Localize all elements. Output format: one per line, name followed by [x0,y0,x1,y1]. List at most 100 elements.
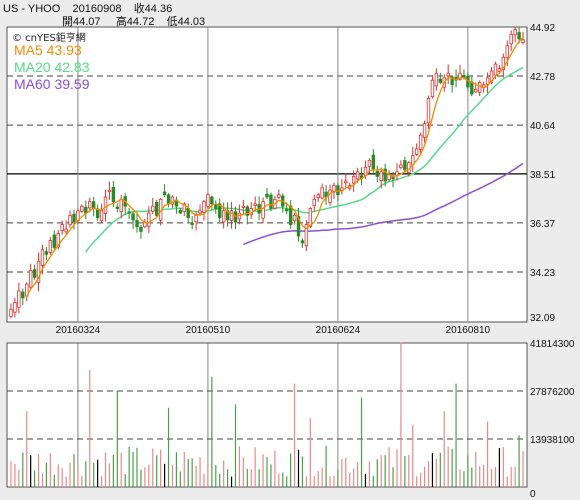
low-price: 低44.03 [166,16,206,28]
volume-y-tick-label: 13938100 [530,435,575,446]
candle-body [245,206,250,216]
candle-body [493,63,498,76]
candle-body [383,168,387,182]
candle-body [127,211,131,214]
x-tick-label: 20160624 [316,325,361,336]
candle-body [284,208,289,212]
candle-body [111,186,116,203]
candle-body [221,210,226,223]
candle-body [147,212,151,227]
header-line-1: US - YHOO 20160908 收44.36 [3,0,172,16]
price-y-axis: 44.92 42.78 40.64 38.51 36.37 34.23 32.09 [530,23,555,324]
candle-body [28,269,33,288]
candle-body [296,215,301,237]
candle-body [265,193,269,198]
candle-body [438,78,443,83]
candle-body [44,251,49,255]
candle-body [72,213,76,223]
candle-body [485,77,490,85]
candle-body [501,56,506,71]
candle-body [426,98,431,124]
ma60-path [243,162,524,246]
candle-body [155,202,159,216]
candle-body [478,82,482,93]
candle-body [40,249,45,266]
quote-date: 20160908 [72,3,122,15]
ma-legend: MA5 43.93 MA20 42.83 MA60 39.59 [14,42,90,93]
candle-body [214,204,218,209]
candle-body [497,68,502,72]
candle-body [288,205,293,225]
candle-body [241,205,246,208]
open-price: 開44.07 [62,16,101,28]
candle-body [521,39,525,43]
candle-body [312,198,316,207]
candle-body [210,196,214,205]
x-tick-label: 20160510 [186,325,231,336]
candle-body [351,176,356,184]
price-y-tick-label: 32.09 [530,313,555,324]
candle-body [470,81,474,95]
candle-body [446,72,450,77]
ma5-line [26,37,524,298]
candle-body [36,260,41,283]
candle-body [162,191,167,196]
price-y-tick-label: 38.51 [530,170,555,181]
volume-bars [10,342,524,487]
legend-ma60: MA60 39.59 [14,76,90,92]
candle-body [505,45,509,59]
ma20-path [85,67,524,253]
ma5-path [26,37,524,298]
candle-body [206,194,210,207]
candle-body [430,79,435,98]
candle-body [218,203,222,219]
candle-body [418,134,423,150]
candle-body [513,29,517,36]
candle-body [131,213,135,221]
candle-body [182,203,186,213]
candle-body [450,76,454,86]
candle-body [56,233,60,248]
price-y-tick-label: 44.92 [530,23,555,34]
candle-body [95,208,100,219]
cnyes-logo: © cnYES鉅亨網 [12,33,86,44]
candle-body [509,33,513,45]
volume-y-tick-label: 41814300 [530,339,575,350]
candle-body [139,226,143,232]
legend-ma5: MA5 43.93 [14,42,82,58]
candle-body [17,290,21,308]
candle-body [292,214,297,222]
candle-body [48,240,53,253]
close-price: 收44.36 [133,3,173,15]
candle-body [166,194,171,205]
candle-body [355,171,360,180]
price-y-tick-label: 34.23 [530,268,555,279]
candle-body [99,210,104,222]
candle-body [64,228,68,233]
volume-y-tick-label: 0 [530,489,536,500]
candlestick-series [9,26,525,319]
date-x-axis: 20160324 20160510 20160624 20160810 [56,325,491,336]
candle-body [32,269,37,278]
candle-body [88,201,92,209]
candle-body [261,201,265,219]
candle-body [474,88,478,93]
price-y-tick-label: 36.37 [530,219,555,230]
candle-body [103,196,108,214]
candle-body [233,211,238,223]
candle-body [253,203,257,207]
candle-body [367,159,372,167]
candle-body [13,302,17,313]
price-y-tick-label: 42.78 [530,72,555,83]
high-price: 高44.72 [115,16,155,28]
candle-body [517,32,521,40]
candle-body [332,185,336,193]
candle-body [178,209,183,214]
candle-body [229,210,234,221]
candle-body [80,205,84,212]
candle-body [198,210,202,214]
candle-body [320,187,324,199]
candle-body [151,205,155,212]
candle-body [379,171,383,182]
